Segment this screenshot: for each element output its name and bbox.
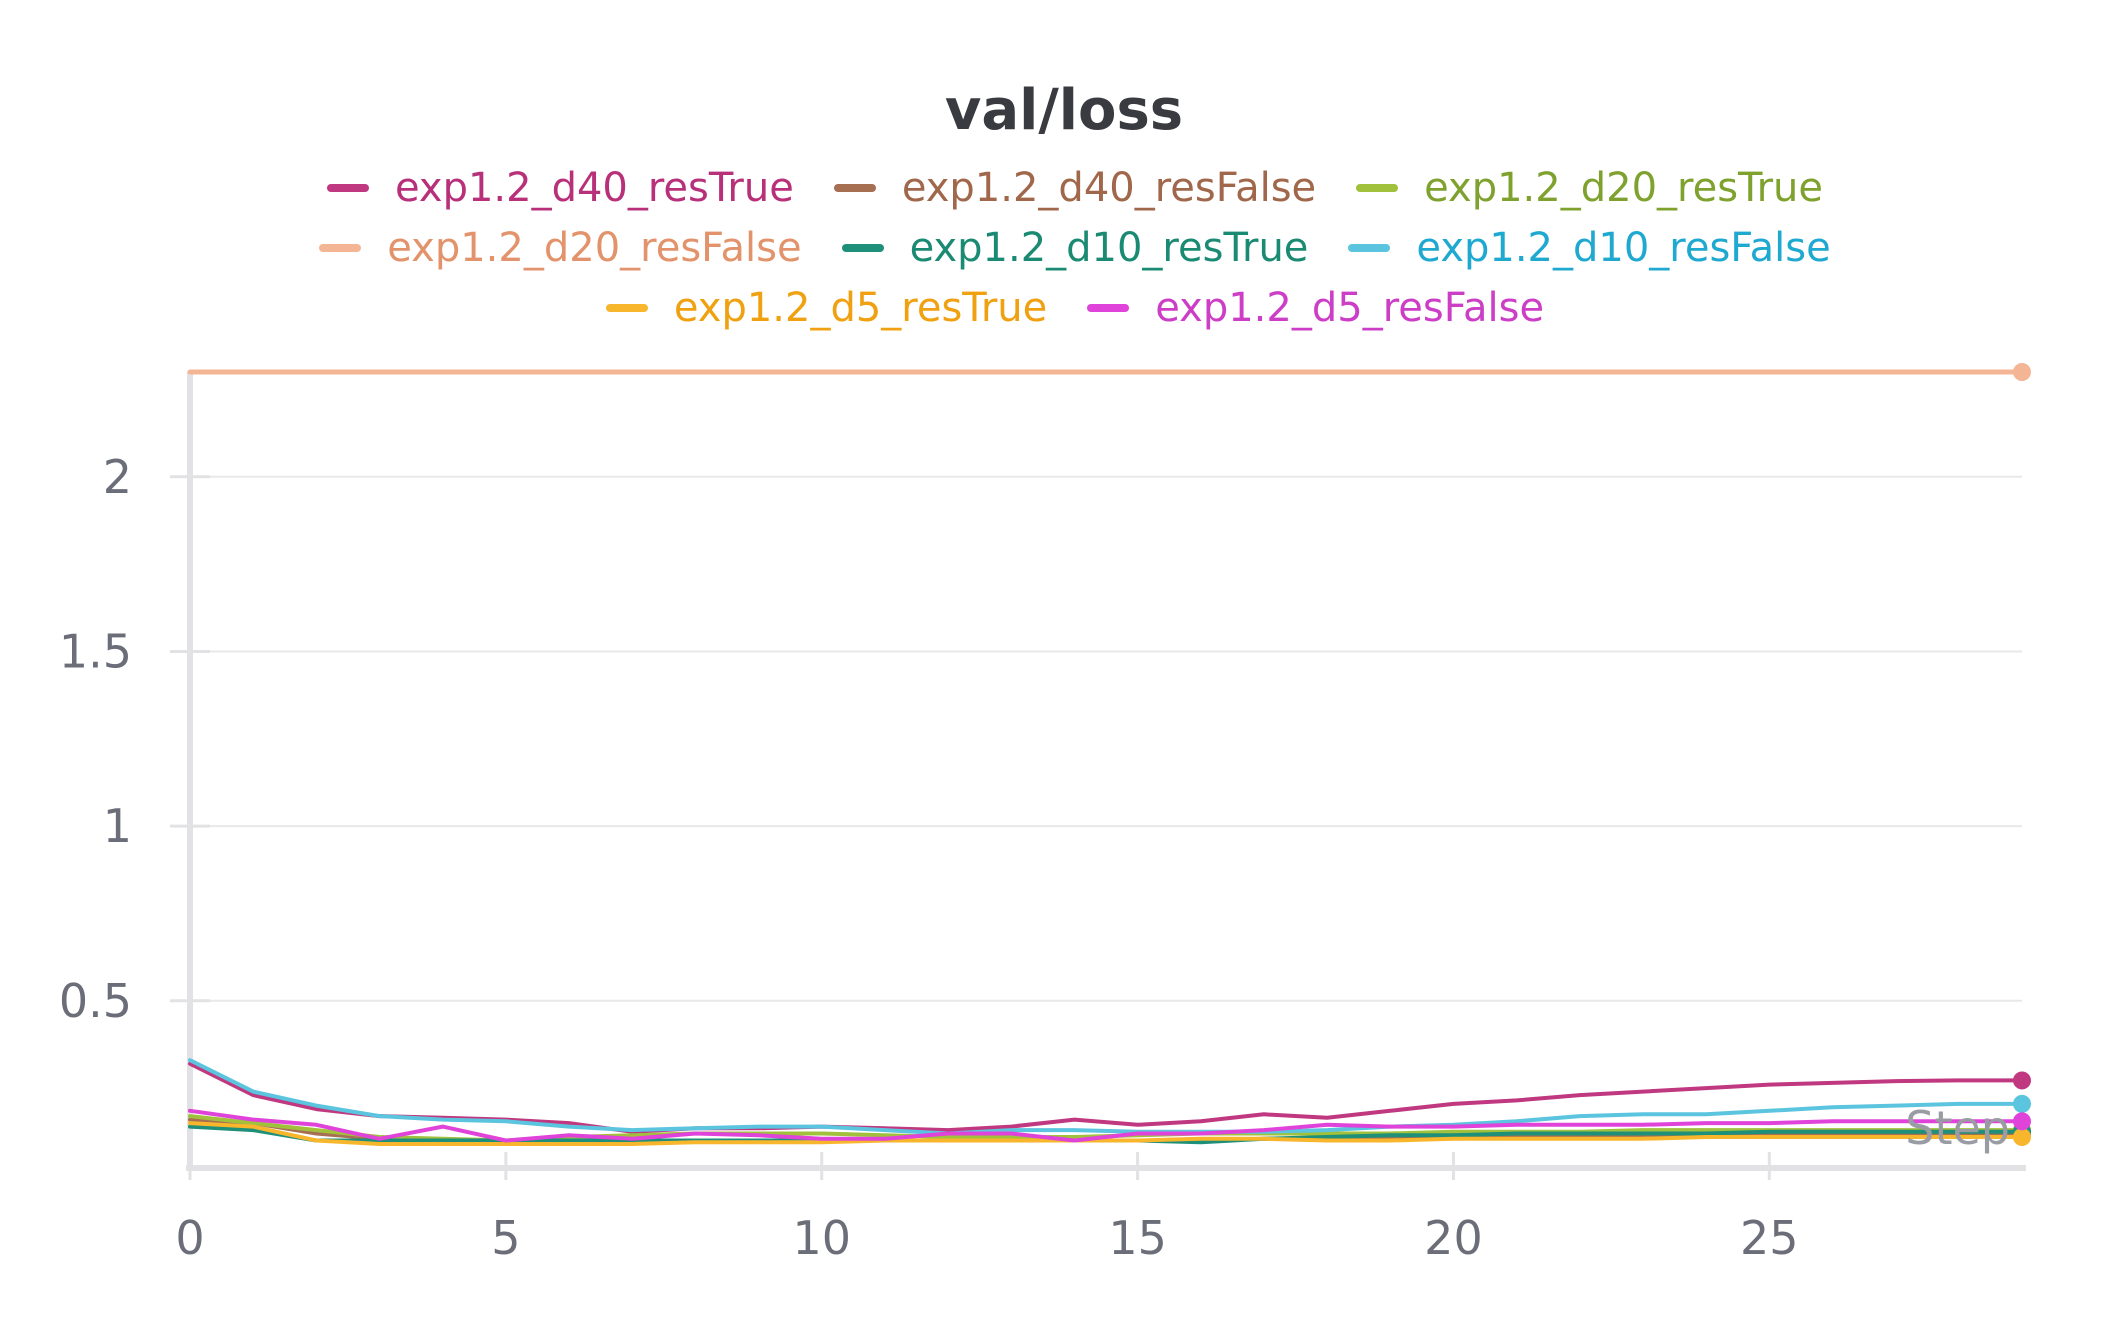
x-tick-label: 0 [175, 1211, 204, 1265]
series-end-marker [2013, 1094, 2031, 1113]
legend-label: exp1.2_d5_resTrue [673, 285, 1048, 331]
series-line [188, 1108, 2024, 1143]
legend-label: exp1.2_d40_resTrue [394, 165, 794, 211]
legend-label: exp1.2_d10_resTrue [909, 225, 1309, 271]
legend-item[interactable]: exp1.2_d40_resTrue [326, 165, 794, 211]
legend-item[interactable]: exp1.2_d10_resFalse [1348, 225, 1831, 271]
chart-title: val/loss [944, 78, 1184, 143]
legend-swatch [326, 184, 369, 192]
legend-swatch [833, 184, 876, 192]
legend-item[interactable]: exp1.2_d10_resTrue [841, 225, 1309, 271]
x-tick-label: 10 [792, 1211, 851, 1265]
legend-item[interactable]: exp1.2_d20_resTrue [1356, 165, 1823, 211]
y-tick-label: 0.5 [59, 974, 132, 1028]
series-end-marker [2013, 1112, 2031, 1131]
y-tick-label: 1 [103, 799, 132, 853]
legend-item[interactable]: exp1.2_d40_resFalse [833, 165, 1317, 211]
series-end-marker [2013, 1128, 2031, 1147]
legend-item[interactable]: exp1.2_d5_resTrue [605, 285, 1048, 331]
legend-swatch [1356, 184, 1399, 192]
legend-swatch [1087, 304, 1130, 312]
y-tick-label: 2 [103, 450, 132, 504]
series-line [188, 1121, 2024, 1146]
legend-swatch [841, 244, 884, 252]
legend-label: exp1.2_d20_resFalse [387, 225, 802, 271]
legend: exp1.2_d40_resTrue exp1.2_d40_resFalse exp… [150, 165, 2000, 331]
series-end-marker [2013, 363, 2031, 381]
legend-label: exp1.2_d40_resFalse [901, 165, 1317, 211]
legend-item[interactable]: exp1.2_d20_resFalse [319, 225, 802, 271]
legend-item[interactable]: exp1.2_d5_resFalse [1087, 285, 1544, 331]
legend-swatch [605, 304, 648, 312]
legend-label: exp1.2_d10_resFalse [1416, 225, 1831, 271]
x-tick-label: 20 [1424, 1211, 1483, 1265]
x-tick-label: 25 [1740, 1211, 1799, 1265]
series-line [188, 1058, 2024, 1136]
x-tick-label: 5 [491, 1211, 520, 1265]
legend-label: exp1.2_d20_resTrue [1424, 165, 1823, 211]
x-tick-label: 15 [1108, 1211, 1167, 1265]
legend-label: exp1.2_d5_resFalse [1155, 285, 1545, 331]
y-tick-label: 1.5 [59, 624, 132, 678]
legend-swatch [1348, 244, 1391, 252]
x-axis-label: Step [1905, 1101, 2010, 1155]
series-end-marker [2013, 1071, 2031, 1090]
legend-swatch [319, 244, 362, 252]
